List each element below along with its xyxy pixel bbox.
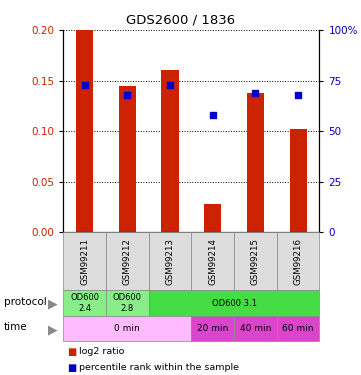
- FancyBboxPatch shape: [191, 232, 234, 290]
- Text: 20 min: 20 min: [197, 324, 229, 333]
- FancyBboxPatch shape: [191, 316, 234, 341]
- Text: ■: ■: [67, 363, 76, 373]
- Text: percentile rank within the sample: percentile rank within the sample: [79, 363, 239, 372]
- Text: 0 min: 0 min: [114, 324, 140, 333]
- FancyBboxPatch shape: [63, 316, 191, 341]
- Bar: [204, 204, 221, 232]
- Text: OD600 3.1: OD600 3.1: [212, 298, 256, 307]
- Text: GSM99216: GSM99216: [293, 238, 303, 285]
- FancyBboxPatch shape: [277, 232, 319, 290]
- Text: GDS2600 / 1836: GDS2600 / 1836: [126, 13, 235, 26]
- Bar: [161, 70, 178, 232]
- FancyBboxPatch shape: [277, 316, 319, 341]
- Text: GSM99215: GSM99215: [251, 238, 260, 285]
- FancyBboxPatch shape: [106, 232, 149, 290]
- Point: [253, 90, 258, 96]
- Text: 40 min: 40 min: [240, 324, 271, 333]
- Bar: [247, 93, 264, 232]
- FancyBboxPatch shape: [106, 290, 149, 316]
- FancyBboxPatch shape: [149, 232, 191, 290]
- FancyBboxPatch shape: [63, 232, 106, 290]
- FancyBboxPatch shape: [149, 290, 319, 316]
- Text: GSM99214: GSM99214: [208, 238, 217, 285]
- FancyBboxPatch shape: [63, 290, 106, 316]
- Text: ▶: ▶: [48, 323, 57, 336]
- FancyBboxPatch shape: [234, 316, 277, 341]
- Point: [295, 92, 301, 98]
- Text: ▶: ▶: [48, 298, 57, 311]
- Bar: [119, 86, 136, 232]
- Text: GSM99212: GSM99212: [123, 238, 132, 285]
- Bar: [290, 129, 307, 232]
- FancyBboxPatch shape: [234, 232, 277, 290]
- Text: GSM99213: GSM99213: [165, 238, 174, 285]
- Text: GSM99211: GSM99211: [80, 238, 89, 285]
- Point: [167, 82, 173, 88]
- Point: [124, 92, 130, 98]
- Text: ■: ■: [67, 347, 76, 357]
- Text: protocol: protocol: [4, 297, 46, 307]
- Bar: [76, 30, 93, 232]
- Text: log2 ratio: log2 ratio: [79, 347, 125, 356]
- Text: time: time: [4, 322, 27, 332]
- Point: [210, 112, 216, 118]
- Text: OD600
2.8: OD600 2.8: [113, 293, 142, 313]
- Text: OD600
2.4: OD600 2.4: [70, 293, 99, 313]
- Point: [82, 82, 87, 88]
- Text: 60 min: 60 min: [282, 324, 314, 333]
